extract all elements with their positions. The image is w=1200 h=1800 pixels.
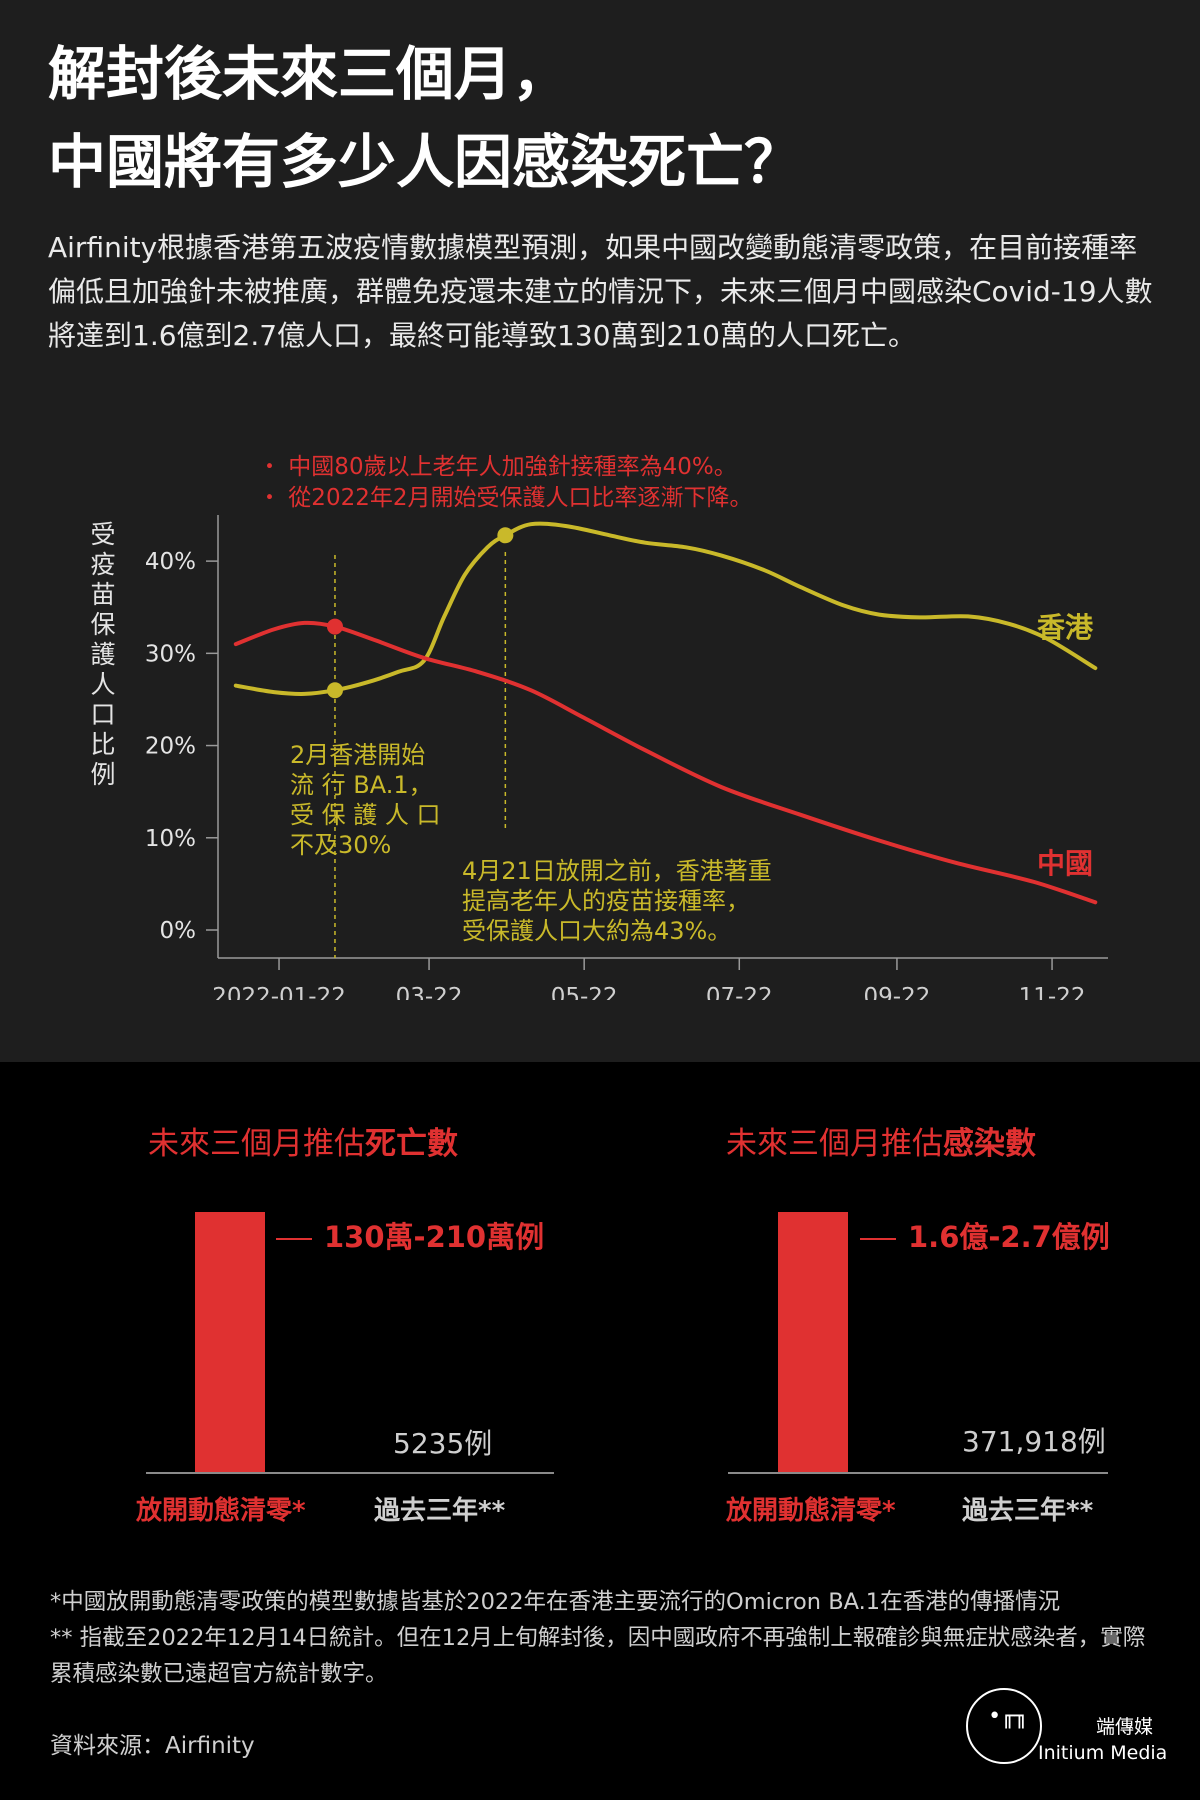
series-line-china bbox=[233, 620, 1098, 905]
title-line-2: 中國將有多少人因感染死亡？ bbox=[48, 128, 803, 196]
y-tick-label: 40% bbox=[145, 549, 196, 575]
infections-cat-past: 過去三年** bbox=[962, 1496, 1094, 1526]
series-label-hongkong: 香港 bbox=[1037, 611, 1094, 644]
annotation-feb-line: 流 行 BA.1， bbox=[290, 771, 433, 799]
infections-baseline bbox=[728, 1472, 1108, 1474]
page-title: 解封後未來三個月， 中國將有多少人因感染死亡？ bbox=[48, 30, 1148, 206]
deaths-section-title: 未來三個月推估死亡數 bbox=[148, 1126, 458, 1162]
infections-section-title: 未來三個月推估感染數 bbox=[726, 1126, 1036, 1162]
footnote-1: *中國放開動態清零政策的模型數據皆基於2022年在香港主要流行的Omicron … bbox=[50, 1589, 1061, 1615]
y-axis-label-char: 口 bbox=[90, 700, 116, 729]
y-axis-label-char: 苗 bbox=[90, 580, 116, 609]
data-point-marker bbox=[326, 682, 343, 699]
x-tick-label: 03-22 bbox=[396, 984, 463, 1000]
infections-bar bbox=[778, 1212, 848, 1472]
note-2: ・ 從2022年2月開始受保護人口比率逐漸下降。 bbox=[258, 485, 753, 511]
x-tick-label: 05-22 bbox=[551, 984, 618, 1000]
logo-glyph: •╓╖ bbox=[988, 1704, 1028, 1729]
chart-notes: ・ 中國80歲以上老年人加強針接種率為40%。 ・ 從2022年2月開始受保護人… bbox=[258, 452, 752, 514]
infections-small-value: 371,918例 bbox=[962, 1425, 1106, 1458]
y-axis-label-char: 人 bbox=[90, 670, 116, 699]
annotation-feb-line: 2月香港開始 bbox=[290, 741, 425, 769]
series-line-hongkong bbox=[233, 521, 1098, 696]
data-point-marker bbox=[326, 618, 343, 635]
deaths-small-value: 5235例 bbox=[393, 1427, 493, 1460]
deaths-big-value: 130萬-210萬例 bbox=[276, 1214, 544, 1256]
annotation-apr-line: 提高老年人的疫苗接種率， bbox=[462, 887, 750, 915]
annotation-feb-line: 不及30% bbox=[290, 831, 391, 859]
brand-name-cn: 端傳媒 bbox=[1096, 1716, 1154, 1738]
y-axis-label-char: 例 bbox=[90, 760, 116, 789]
source-note: 資料來源：Airfinity bbox=[50, 1733, 255, 1759]
y-tick-label: 0% bbox=[160, 918, 197, 944]
annotation-apr-line: 受保護人口大約為43%。 bbox=[462, 917, 731, 945]
deaths-baseline bbox=[146, 1472, 554, 1474]
deaths-cat-reopen: 放開動態清零* bbox=[136, 1496, 306, 1526]
annotation-feb-line: 受 保 護 人 口 bbox=[290, 801, 441, 829]
y-tick-label: 10% bbox=[145, 826, 196, 852]
infections-cat-reopen: 放開動態清零* bbox=[726, 1496, 896, 1526]
title-line-1: 解封後未來三個月， bbox=[48, 40, 571, 108]
x-tick-label: 11-22 bbox=[1019, 984, 1086, 1000]
data-point-marker bbox=[497, 527, 514, 544]
infections-big-value: 1.6億-2.7億例 bbox=[860, 1214, 1110, 1256]
infections-leader-line bbox=[860, 1238, 896, 1240]
line-chart: 0% 10% 20% 30% 40% 2022-01-22 03-22 05-22 07-22 0… bbox=[145, 515, 1108, 1000]
x-tick-label: 09-22 bbox=[864, 984, 931, 1000]
intro-text: Airfinity根據香港第五波疫情數據模型預測，如果中國改變動態清零政策，在目… bbox=[48, 231, 1153, 352]
footnotes: *中國放開動態清零政策的模型數據皆基於2022年在香港主要流行的Omicron … bbox=[50, 1584, 1160, 1692]
chart-panel bbox=[0, 0, 1200, 1062]
note-1: ・ 中國80歲以上老年人加強針接種率為40%。 bbox=[258, 454, 737, 480]
initium-logo-icon: •╓╖ bbox=[966, 1688, 1042, 1764]
deaths-bar bbox=[195, 1212, 265, 1472]
y-axis-label-char: 保 bbox=[90, 610, 116, 639]
y-tick-label: 20% bbox=[145, 734, 196, 760]
y-axis-label-char: 疫 bbox=[90, 550, 116, 579]
annotation-apr-line: 4月21日放開之前，香港著重 bbox=[462, 857, 772, 885]
y-axis-label: 受 疫 苗 保 護 人 口 比 例 bbox=[88, 520, 118, 790]
x-tick-label: 07-22 bbox=[706, 984, 773, 1000]
y-axis-label-char: 護 bbox=[90, 640, 116, 669]
y-axis-label-char: 比 bbox=[90, 730, 116, 759]
deaths-leader-line bbox=[276, 1238, 312, 1240]
brand-name-en: Initium Media bbox=[1038, 1742, 1168, 1764]
y-axis-label-char: 受 bbox=[90, 520, 116, 549]
y-tick-label: 30% bbox=[145, 641, 196, 667]
x-tick-label: 2022-01-22 bbox=[212, 984, 346, 1000]
footnote-2: ** 指截至2022年12月14日統計。但在12月上旬解封後，因中國政府不再強制… bbox=[50, 1625, 1146, 1687]
deaths-cat-past: 過去三年** bbox=[374, 1496, 506, 1526]
series-label-china: 中國 bbox=[1037, 847, 1093, 880]
